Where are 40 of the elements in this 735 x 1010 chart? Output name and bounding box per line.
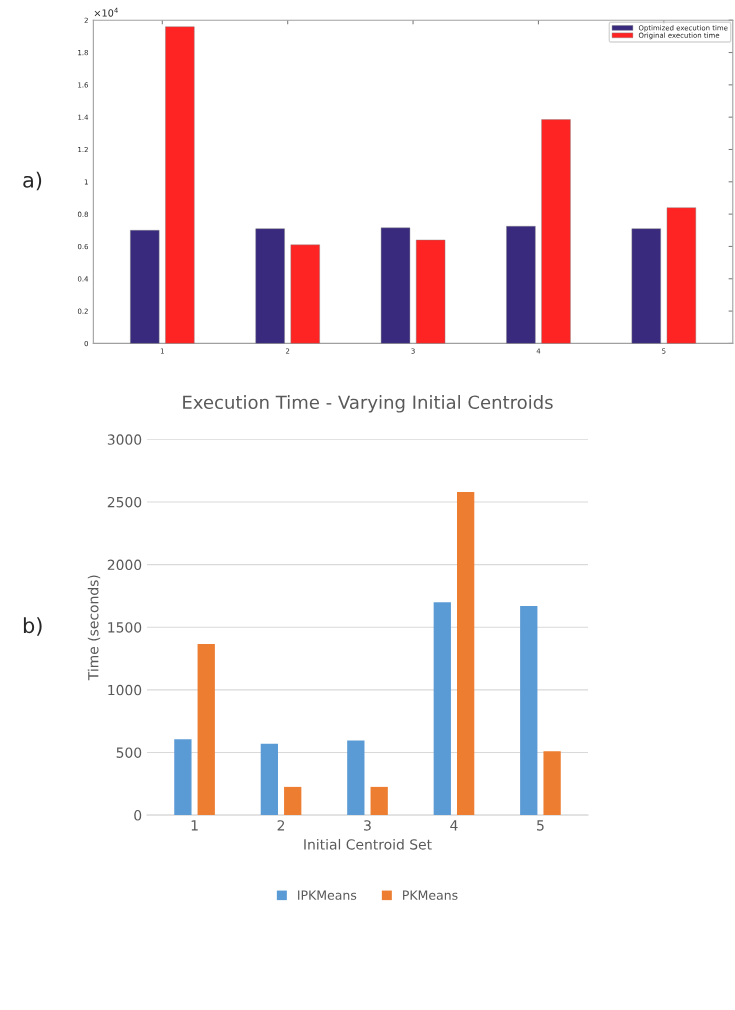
text: a) — [23, 171, 42, 191]
y-tick-label: 2500 — [107, 496, 142, 508]
bar — [380, 227, 411, 344]
bar — [370, 786, 388, 816]
x-axis-title: Initial Centroid Set — [304, 838, 432, 850]
y-tick-label: 1500 — [108, 622, 142, 633]
y-tick-label: 0 — [134, 810, 142, 821]
legend-label: IPKMeans — [298, 890, 357, 900]
bar — [415, 239, 446, 344]
x-tick-label: 2 — [277, 820, 285, 831]
bar — [543, 751, 561, 816]
y-tick-label: 500 — [116, 747, 142, 758]
x-tick-label: 3 — [364, 820, 371, 831]
y-tick-label: 3000 — [107, 434, 142, 445]
bar — [290, 244, 320, 344]
bar — [347, 740, 365, 816]
x-tick-label: 4 — [450, 820, 458, 831]
x-tick-label: 5 — [537, 820, 544, 831]
bar — [165, 26, 195, 344]
bar — [457, 491, 475, 816]
chart-title: Execution Time - Varying Initial Centroids — [183, 395, 553, 413]
bar — [666, 207, 697, 344]
y-tick-label: 1000 — [108, 684, 142, 696]
bar — [433, 602, 451, 816]
bar — [506, 226, 536, 344]
bar — [520, 605, 538, 816]
legend-label: PKMeans — [403, 890, 458, 900]
y-axis-title: Time (seconds) — [87, 575, 101, 681]
bar — [631, 228, 661, 344]
bar — [174, 739, 192, 816]
x-tick-label: 1 — [191, 820, 198, 831]
y-tick-label: 2000 — [107, 559, 142, 571]
bar — [197, 644, 215, 816]
bar — [255, 228, 285, 344]
bar — [284, 786, 302, 816]
bar — [130, 230, 160, 344]
bar — [260, 743, 278, 816]
bar — [541, 119, 571, 344]
text: b) — [23, 617, 42, 636]
text: ×10$^{4}$ — [94, 7, 118, 17]
